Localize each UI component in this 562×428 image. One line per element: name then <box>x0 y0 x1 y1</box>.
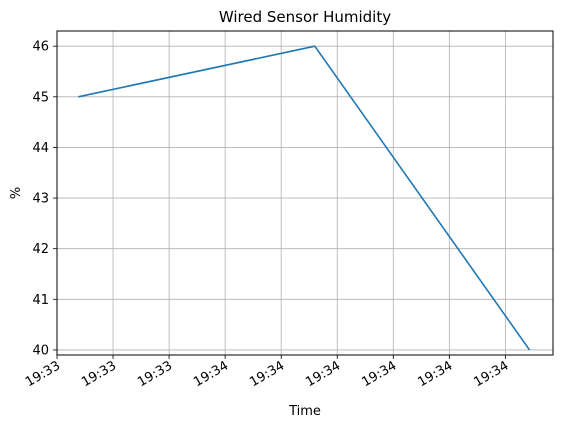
plot-frame <box>56 30 554 356</box>
grid-lines <box>56 31 553 355</box>
series-layer <box>78 45 531 351</box>
x-tick-label: 19:34 <box>471 358 511 390</box>
y-tick-label: 42 <box>32 242 49 257</box>
y-tick-label: 43 <box>32 192 49 207</box>
x-tick-label: 19:34 <box>303 358 343 390</box>
x-tick-label: 19:33 <box>79 358 119 390</box>
y-tick-label: 46 <box>32 40 49 55</box>
y-tick-label: 45 <box>32 90 49 105</box>
chart-title: Wired Sensor Humidity <box>219 8 391 26</box>
x-tick-label: 19:34 <box>247 358 287 390</box>
y-tick-label: 40 <box>32 343 49 358</box>
x-tick-label: 19:33 <box>135 358 175 390</box>
x-axis-label: Time <box>288 404 321 419</box>
x-tick-label: 19:34 <box>359 358 399 390</box>
series-line <box>78 45 531 351</box>
x-tick-label: 19:34 <box>191 358 231 390</box>
y-tick-label: 41 <box>32 293 49 308</box>
y-axis-label: % <box>9 187 24 199</box>
y-tick-label: 44 <box>32 141 49 156</box>
x-tick-label: 19:33 <box>23 358 63 390</box>
x-tick-label: 19:34 <box>415 358 455 390</box>
